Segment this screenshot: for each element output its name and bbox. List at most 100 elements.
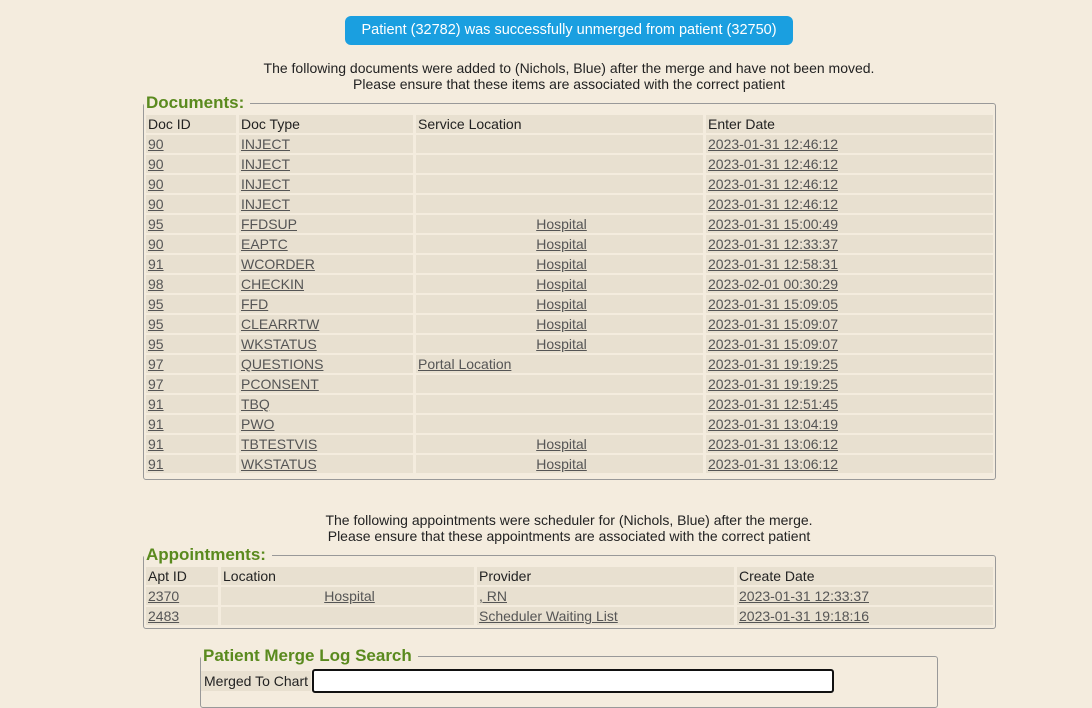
cell-link[interactable]: 2023-01-31 15:09:07 <box>708 316 838 332</box>
cell-link[interactable]: 2023-01-31 19:18:16 <box>739 608 869 624</box>
table-cell: 2023-01-31 15:09:07 <box>706 315 993 333</box>
cell-link[interactable]: QUESTIONS <box>241 356 324 372</box>
table-cell: FFD <box>239 295 413 313</box>
cell-link[interactable]: 95 <box>148 316 164 332</box>
cell-link[interactable]: Scheduler Waiting List <box>479 608 618 624</box>
cell-link[interactable]: 95 <box>148 296 164 312</box>
cell-link[interactable]: 2023-01-31 15:09:05 <box>708 296 838 312</box>
cell-link[interactable]: Hospital <box>536 296 587 312</box>
cell-link[interactable]: PWO <box>241 416 275 432</box>
table-cell: 2023-01-31 12:33:37 <box>737 587 993 605</box>
cell-link[interactable]: FFD <box>241 296 269 312</box>
cell-link[interactable]: 2023-01-31 13:04:19 <box>708 416 838 432</box>
cell-link[interactable]: 2023-01-31 15:00:49 <box>708 216 838 232</box>
note-line: The following documents were added to (N… <box>263 60 875 76</box>
table-cell: Scheduler Waiting List <box>477 607 734 625</box>
cell-link[interactable]: PCONSENT <box>241 376 319 392</box>
appointments-legend: Appointments: <box>146 545 266 564</box>
cell-link[interactable]: 2023-01-31 19:19:25 <box>708 376 838 392</box>
table-row: 91 WKSTATUS Hospital 2023-01-31 13:06:12 <box>146 455 993 473</box>
table-cell: 95 <box>146 335 236 353</box>
cell-link[interactable]: Hospital <box>324 588 375 604</box>
cell-link[interactable]: 2023-02-01 00:30:29 <box>708 276 838 292</box>
cell-link[interactable]: 2370 <box>148 588 180 604</box>
cell-link[interactable]: 90 <box>148 156 164 172</box>
cell-link[interactable]: 97 <box>148 376 164 392</box>
table-cell: Hospital <box>416 235 703 253</box>
cell-link[interactable]: 91 <box>148 416 164 432</box>
appointments-table: Apt ID Location Provider Create Date 2370 Ho… <box>143 565 996 627</box>
cell-link[interactable]: 90 <box>148 176 164 192</box>
cell-link[interactable]: 97 <box>148 356 164 372</box>
merged-to-chart-input[interactable] <box>312 669 835 693</box>
cell-link[interactable]: Hospital <box>536 216 587 232</box>
cell-link[interactable]: 2023-01-31 13:06:12 <box>708 456 838 472</box>
cell-link[interactable]: 2023-01-31 12:46:12 <box>708 156 838 172</box>
table-cell: 90 <box>146 135 236 153</box>
table-row: 91 TBTESTVIS Hospital 2023-01-31 13:06:12 <box>146 435 993 453</box>
cell-link[interactable]: INJECT <box>241 196 290 212</box>
cell-link[interactable]: 2023-01-31 12:58:31 <box>708 256 838 272</box>
cell-link[interactable]: 90 <box>148 196 164 212</box>
merge-log-search-fieldset: Patient Merge Log Search Merged To Chart <box>200 646 938 708</box>
cell-link[interactable]: 2023-01-31 13:06:12 <box>708 436 838 452</box>
table-cell: 95 <box>146 295 236 313</box>
cell-link[interactable]: 91 <box>148 396 164 412</box>
table-row: 90 INJECT 2023-01-31 12:46:12 <box>146 135 993 153</box>
cell-link[interactable]: 2023-01-31 12:46:12 <box>708 176 838 192</box>
table-cell <box>221 607 474 625</box>
cell-link[interactable]: 2023-01-31 12:33:37 <box>708 236 838 252</box>
cell-link[interactable]: Hospital <box>536 456 587 472</box>
table-cell: , RN <box>477 587 734 605</box>
appointments-fieldset: Appointments: Apt ID Location Provider Crea… <box>143 545 996 629</box>
note-line: Please ensure that these items are assoc… <box>353 76 785 92</box>
cell-link[interactable]: Hospital <box>536 336 587 352</box>
cell-link[interactable]: 90 <box>148 136 164 152</box>
cell-link[interactable]: INJECT <box>241 136 290 152</box>
cell-link[interactable]: WCORDER <box>241 256 315 272</box>
cell-link[interactable]: 2023-01-31 15:09:07 <box>708 336 838 352</box>
cell-link[interactable]: 91 <box>148 456 164 472</box>
cell-link[interactable]: 2023-01-31 12:46:12 <box>708 136 838 152</box>
table-cell: 2023-01-31 12:46:12 <box>706 195 993 213</box>
cell-link[interactable]: Portal Location <box>418 356 512 372</box>
cell-link[interactable]: CLEARRTW <box>241 316 320 332</box>
documents-note: The following documents were added to (N… <box>0 60 1092 92</box>
cell-link[interactable]: 2023-01-31 19:19:25 <box>708 356 838 372</box>
cell-link[interactable]: FFDSUP <box>241 216 297 232</box>
cell-link[interactable]: TBQ <box>241 396 270 412</box>
cell-link[interactable]: TBTESTVIS <box>241 436 318 452</box>
cell-link[interactable]: CHECKIN <box>241 276 305 292</box>
cell-link[interactable]: Hospital <box>536 256 587 272</box>
cell-link[interactable]: WKSTATUS <box>241 456 317 472</box>
table-cell: 2023-01-31 15:09:07 <box>706 335 993 353</box>
cell-link[interactable]: Hospital <box>536 276 587 292</box>
cell-link[interactable]: , RN <box>479 588 507 604</box>
table-row: 95 FFD Hospital 2023-01-31 15:09:05 <box>146 295 993 313</box>
table-cell: 2023-01-31 19:19:25 <box>706 355 993 373</box>
cell-link[interactable]: 2023-01-31 12:46:12 <box>708 196 838 212</box>
table-cell: 2023-01-31 19:19:25 <box>706 375 993 393</box>
cell-link[interactable]: 2023-01-31 12:33:37 <box>739 588 869 604</box>
cell-link[interactable]: INJECT <box>241 156 290 172</box>
cell-link[interactable]: Hospital <box>536 436 587 452</box>
cell-link[interactable]: 95 <box>148 336 164 352</box>
column-header: Provider <box>477 567 734 585</box>
cell-link[interactable]: 90 <box>148 236 164 252</box>
cell-link[interactable]: 2023-01-31 12:51:45 <box>708 396 838 412</box>
table-cell: INJECT <box>239 195 413 213</box>
cell-link[interactable]: 95 <box>148 216 164 232</box>
cell-link[interactable]: EAPTC <box>241 236 288 252</box>
table-cell: Hospital <box>221 587 474 605</box>
cell-link[interactable]: INJECT <box>241 176 290 192</box>
table-cell: 2483 <box>146 607 218 625</box>
cell-link[interactable]: 2483 <box>148 608 180 624</box>
cell-link[interactable]: 91 <box>148 436 164 452</box>
cell-link[interactable]: WKSTATUS <box>241 336 317 352</box>
cell-link[interactable]: 98 <box>148 276 164 292</box>
cell-link[interactable]: 91 <box>148 256 164 272</box>
column-header: Doc ID <box>146 115 236 133</box>
cell-link[interactable]: Hospital <box>536 236 587 252</box>
cell-link[interactable]: Hospital <box>536 316 587 332</box>
table-row: 2483 Scheduler Waiting List 2023-01-31 19:… <box>146 607 993 625</box>
